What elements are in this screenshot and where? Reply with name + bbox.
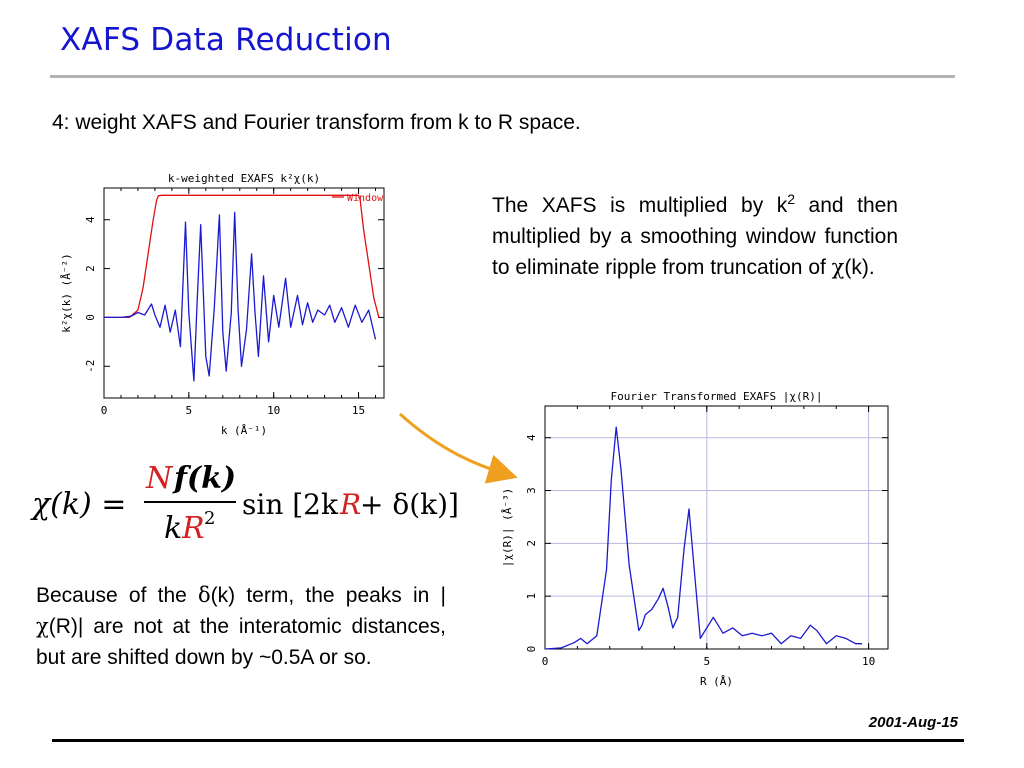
- date-stamp: 2001-Aug-15: [868, 714, 958, 731]
- formula-sin: sin [2k: [242, 488, 339, 521]
- y-tick-label: 0: [84, 314, 97, 321]
- formula-sin-R: R: [339, 488, 361, 521]
- x-tick-label: 15: [352, 404, 365, 417]
- x-tick-label: 10: [267, 404, 280, 417]
- chart-title: k-weighted EXAFS k²χ(k): [168, 172, 320, 185]
- note-text-2: (k) term, the peaks in |: [210, 584, 446, 607]
- formula-den-R: R: [181, 511, 205, 546]
- x-axis-label: R (Å): [700, 675, 733, 688]
- formula-den-k: k: [164, 511, 182, 546]
- y-tick-label: 4: [525, 434, 538, 441]
- y-tick-label: 3: [525, 487, 538, 494]
- y-tick-label: 2: [84, 265, 97, 272]
- title-divider: [50, 75, 955, 78]
- desc-text-1: The XAFS is multiplied by k: [492, 194, 788, 217]
- y-tick-label: -2: [84, 360, 97, 373]
- formula-f: f(k): [172, 461, 236, 496]
- legend-label: Window: [347, 193, 384, 204]
- note-chi-symbol: χ: [36, 614, 49, 638]
- x-tick-label: 0: [542, 655, 549, 668]
- note-text-3: (R)| are not at the interatomic distance…: [36, 615, 446, 669]
- series-line-window: [104, 194, 380, 319]
- step-heading: 4: weight XAFS and Fourier transform fro…: [52, 111, 581, 134]
- formula-den-exp: 2: [204, 508, 215, 529]
- x-axis-label: k (Å⁻¹): [221, 424, 267, 437]
- shift-note: Because of the δ(k) term, the peaks in |…: [36, 580, 446, 673]
- series-line-0: [544, 426, 863, 650]
- formula-N: N: [145, 461, 174, 496]
- window-description: The XAFS is multiplied by k2 and then mu…: [492, 184, 898, 283]
- desc-text-3: (k).: [844, 256, 875, 279]
- x-tick-label: 5: [186, 404, 193, 417]
- plot-frame: [103, 187, 385, 399]
- y-tick-label: 1: [525, 593, 538, 600]
- y-tick-label: 4: [84, 216, 97, 223]
- formula-lhs: χ(k) =: [30, 487, 126, 522]
- y-axis-label: k²χ(k) (Å⁻²): [60, 253, 73, 332]
- y-tick-label: 0: [525, 646, 538, 653]
- x-tick-label: 5: [703, 655, 710, 668]
- plot-frame: [544, 405, 889, 650]
- desc-chi-symbol: χ: [831, 255, 845, 279]
- note-text-1: Because of the: [36, 584, 199, 607]
- series-line-1: [104, 211, 377, 382]
- desc-text-2: and then multiplied by a smoothing windo…: [492, 194, 898, 279]
- slide-title: XAFS Data Reduction: [60, 22, 392, 58]
- y-axis-label: |χ(R)| (Å⁻³): [501, 488, 514, 567]
- formula-sin-rest: + δ(k)]: [360, 488, 459, 521]
- x-tick-label: 10: [862, 655, 875, 668]
- x-tick-label: 0: [101, 404, 108, 417]
- y-tick-label: 2: [525, 540, 538, 547]
- note-delta-symbol: δ: [198, 583, 211, 607]
- exafs-equation: χ(k) = N f(k) k R 2 sin [2k R + δ(k)]: [30, 461, 459, 546]
- desc-superscript: 2: [787, 191, 796, 207]
- footer-divider: [52, 739, 964, 742]
- chart-title: Fourier Transformed EXAFS |χ(R)|: [611, 390, 823, 403]
